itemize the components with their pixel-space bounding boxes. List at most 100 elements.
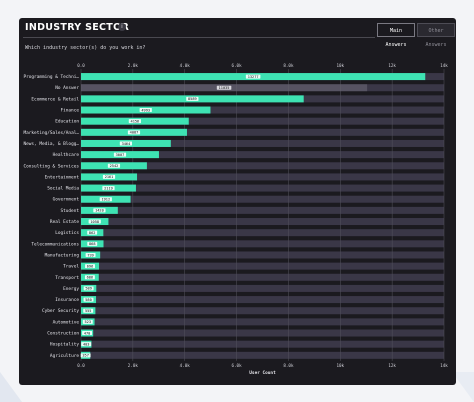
value-label-box xyxy=(245,74,261,79)
category-label: Agriculture xyxy=(50,353,79,359)
bar-track xyxy=(81,340,444,348)
value-label: 862 xyxy=(89,231,96,235)
value-label-box xyxy=(88,219,101,224)
category-label: Education xyxy=(55,119,79,125)
value-label: 4993 xyxy=(141,108,150,112)
bar-track xyxy=(81,318,444,326)
corner-decoration-left xyxy=(0,372,22,402)
value-label-box xyxy=(216,85,232,90)
x-tick-label-bottom: 2.0k xyxy=(128,363,139,368)
bar-track xyxy=(81,195,444,203)
value-label: 1420 xyxy=(95,209,104,213)
value-label: 11035 xyxy=(219,86,230,90)
value-label: 868 xyxy=(89,242,96,246)
bar-track xyxy=(81,351,444,359)
bar-track xyxy=(81,251,444,259)
value-label: 1058 xyxy=(90,220,99,224)
category-label: Hospitality xyxy=(50,342,79,348)
category-label: Consulting & Services xyxy=(23,163,79,169)
value-label-box xyxy=(139,108,152,113)
bar-track xyxy=(81,307,444,315)
x-tick-label-bottom: 6.0k xyxy=(232,363,243,368)
value-label: 686 xyxy=(87,276,94,280)
x-tick-label-top: 4.0k xyxy=(180,63,191,68)
value-label: 1912 xyxy=(101,198,110,202)
bar-track xyxy=(81,329,444,337)
value-label: 580 xyxy=(85,298,92,302)
value-label-box xyxy=(83,297,94,302)
category-label: Travel xyxy=(63,264,79,270)
x-tick-label-top: 0.0 xyxy=(77,63,85,68)
category-label: Government xyxy=(53,197,80,203)
page-title: INDUSTRY SECTOR xyxy=(25,22,130,33)
x-tick-label-top: 6.0k xyxy=(232,63,243,68)
value-label-box xyxy=(81,342,92,347)
value-label-box xyxy=(85,264,95,269)
x-axis-label: User Count xyxy=(249,370,276,376)
x-tick-label-top: 14k xyxy=(440,63,448,68)
x-tick-label-top: 12k xyxy=(388,63,396,68)
value-label-box xyxy=(93,208,106,213)
value-label: 589 xyxy=(85,287,92,291)
value-label: 523 xyxy=(85,320,92,324)
value-label-box xyxy=(102,186,115,191)
value-label-box xyxy=(80,353,91,358)
value-label-box xyxy=(83,286,94,291)
bar-track xyxy=(81,128,444,136)
value-label-box xyxy=(128,119,141,124)
value-label-box xyxy=(82,319,93,324)
value-label: 2119 xyxy=(104,186,113,190)
value-label-box xyxy=(119,141,133,146)
category-label: Ecommerce & Retail xyxy=(31,96,79,102)
category-label: Transport xyxy=(55,275,79,281)
value-label-box xyxy=(99,197,112,202)
bar-track xyxy=(81,106,444,114)
value-label: 403 xyxy=(83,342,90,346)
bar-track xyxy=(81,184,444,192)
category-label: Finance xyxy=(60,108,79,114)
value-label-box xyxy=(84,275,95,280)
title-divider xyxy=(23,37,375,38)
value-label: 2542 xyxy=(110,164,119,168)
value-label: 3464 xyxy=(122,142,131,146)
category-label: Social Media xyxy=(47,186,79,192)
bar-track xyxy=(81,229,444,237)
category-label: Real Estate xyxy=(50,219,79,225)
x-tick-label-bottom: 12k xyxy=(388,363,396,368)
bar-chart: 0.0 0.0 2.0k 2.0k 4.0k 4.0k 6.0k 6.0k 8.0k 8.0k 10… xyxy=(23,63,448,376)
category-label: Telecommunications xyxy=(31,241,79,247)
value-label: 357 xyxy=(82,354,89,358)
question-text: Which industry sector(s) do you work in? xyxy=(25,45,146,51)
category-label: Energy xyxy=(63,286,79,292)
x-tick-label-top: 10k xyxy=(336,63,344,68)
bar-track xyxy=(81,139,444,147)
value-label-box xyxy=(107,163,121,168)
value-label: 2161 xyxy=(105,175,114,179)
value-label: 696 xyxy=(87,264,94,268)
chart-panel: INDUSTRY SECTOR i Main Answers Other Ans… xyxy=(19,18,456,385)
category-label: Insurance xyxy=(55,297,79,303)
info-icon[interactable]: i xyxy=(118,23,126,31)
x-tick-label-bottom: 0.0 xyxy=(77,363,85,368)
value-label: 3007 xyxy=(116,153,125,157)
tab-main-answers[interactable]: Main Answers xyxy=(377,23,415,48)
x-tick-label-bottom: 10k xyxy=(336,363,344,368)
category-label: Cyber Security xyxy=(42,308,79,314)
bar-track xyxy=(81,206,444,214)
category-label: News, Media, & Blogg… xyxy=(23,141,79,147)
value-label-box xyxy=(127,130,141,135)
value-label-box xyxy=(186,96,199,101)
value-label-box xyxy=(85,252,96,257)
bar-track xyxy=(81,218,444,226)
tab-other-answers[interactable]: Other Answers xyxy=(417,23,455,48)
bar-track xyxy=(81,151,444,159)
category-label: Marketing/Sales/Anal… xyxy=(23,130,79,136)
bar-track xyxy=(81,240,444,248)
category-label: Student xyxy=(60,208,79,214)
category-label: Healthcare xyxy=(53,152,80,158)
value-label: 555 xyxy=(85,309,92,313)
x-tick-label-top: 2.0k xyxy=(128,63,139,68)
category-label: Automotive xyxy=(53,319,80,325)
bar-track xyxy=(81,296,444,304)
category-label: Programming & Techni… xyxy=(23,74,79,80)
